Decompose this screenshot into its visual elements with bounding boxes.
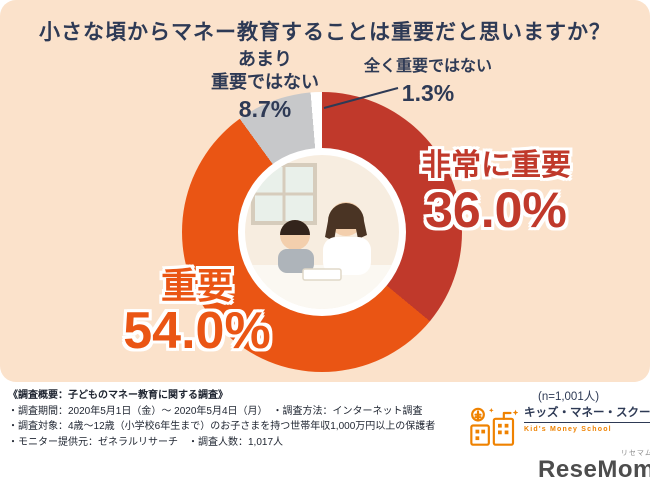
donut-chart: [182, 92, 462, 372]
survey-line: ・調査対象：4歳〜12歳（小学校6年生まで）のお子さまを持つ世帯年収1,000万…: [8, 421, 436, 432]
slice-label: 非常に重要: [421, 149, 571, 182]
donut-hole: [238, 148, 406, 316]
survey-heading: 《調査概要：子どものマネー教育に関する調査》: [8, 390, 228, 401]
slice-label: あまり: [238, 49, 292, 69]
slice-label: 全く重要ではない: [363, 58, 492, 75]
kids-money-school-subtitle: Kid's Money School: [524, 426, 612, 433]
chart-title: 小さな頃からマネー教育することは重要だと思いますか？: [39, 21, 611, 44]
slice-label: 重要ではない: [211, 71, 319, 92]
center-photo-illustration: [245, 155, 399, 309]
callout-not-very-important: あまり 重要ではない 8.7%: [190, 48, 340, 123]
survey-line: ・モニター提供元：ゼネラルリサーチ ・調査人数：1,017人: [8, 436, 284, 448]
survey-overview: 《調査概要：子どものマネー教育に関する調査》 ・調査期間：2020年5月1日（金…: [8, 388, 468, 450]
resemom-logo: リセマム ReseMom: [538, 450, 650, 484]
kids-money-school-name: キッズ・マネー・スクール: [524, 404, 650, 423]
callout-important: 重要 54.0%: [92, 268, 302, 359]
resemom-ruby: リセマム: [620, 450, 650, 457]
callout-not-at-all-important: 全く重要ではない 1.3%: [348, 52, 508, 107]
slice-value: 8.7%: [238, 96, 292, 122]
callout-very-important: 非常に重要 36.0%: [398, 140, 594, 237]
kids-money-school-logo: キッズ・マネー・スクール Kid's Money School: [468, 404, 650, 452]
slice-label: 重要: [160, 265, 233, 306]
sample-size-label: (n=1,001人): [538, 391, 600, 403]
slice-value: 1.3%: [401, 80, 455, 106]
resemom-name: ReseMom: [538, 456, 650, 483]
kids-money-school-icon: [470, 407, 518, 446]
slice-value: 36.0%: [425, 182, 567, 238]
survey-line: ・調査期間：2020年5月1日（金）〜 2020年5月4日（月） ・調査方法：イ…: [8, 405, 423, 417]
slice-value: 54.0%: [123, 302, 271, 360]
